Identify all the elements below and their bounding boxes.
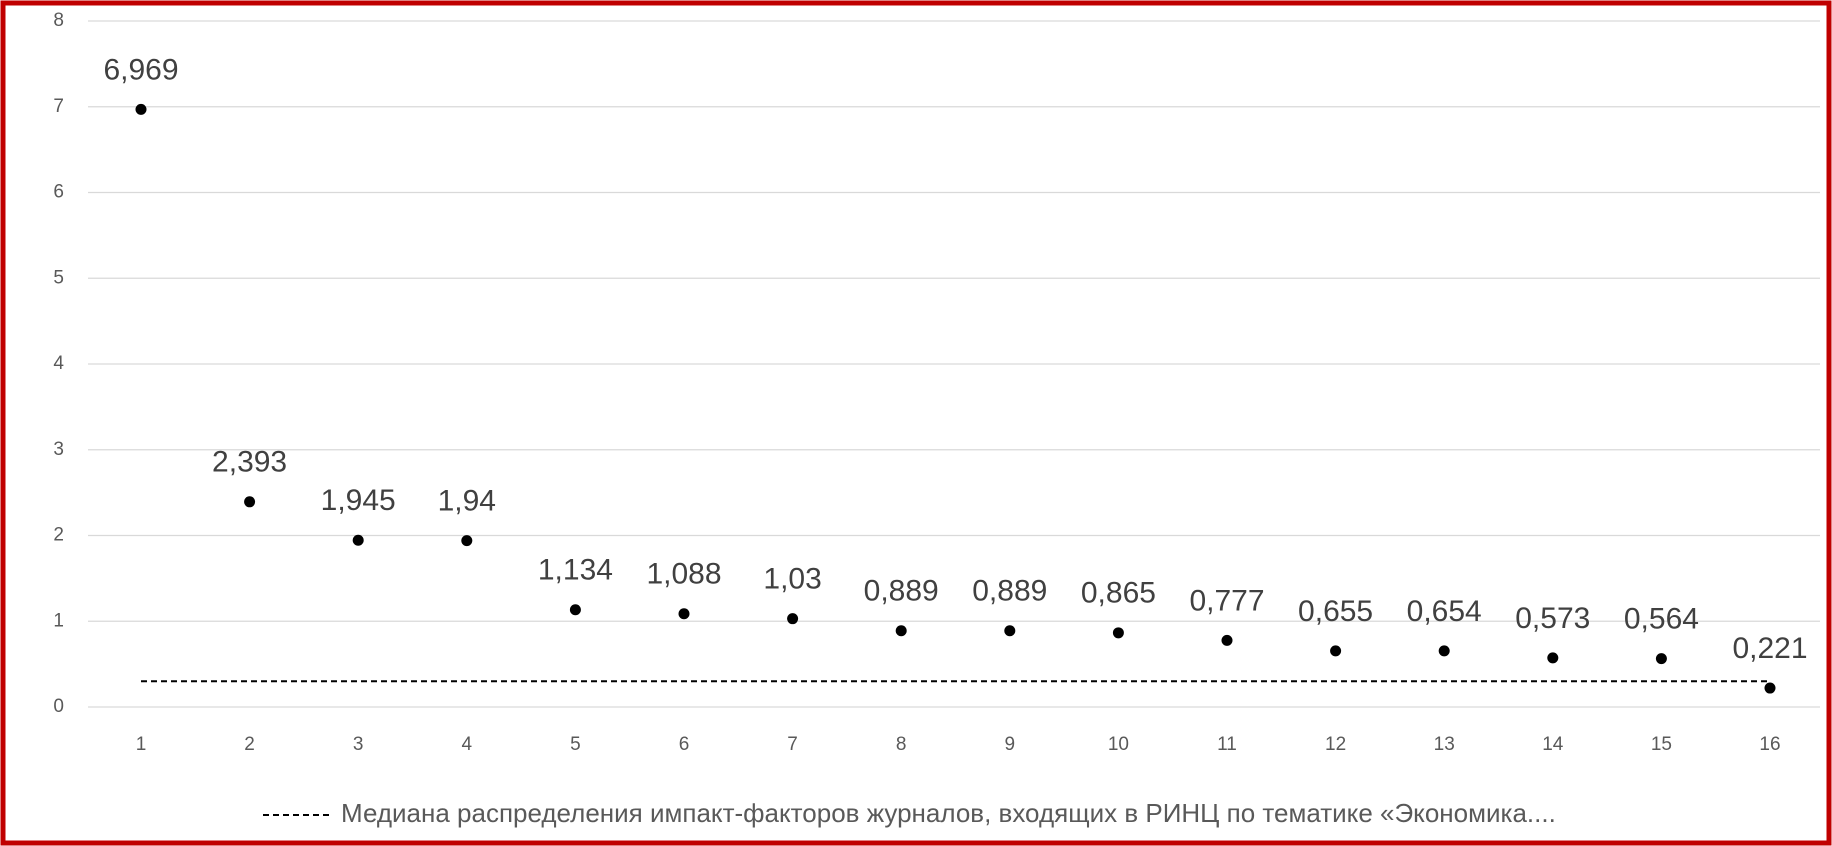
data-point [244, 496, 256, 508]
data-point [1221, 634, 1233, 646]
y-tick-label: 0 [53, 696, 64, 717]
x-tick-label: 5 [570, 734, 581, 755]
x-tick-label: 9 [1005, 734, 1016, 755]
x-tick-label: 13 [1434, 734, 1455, 755]
x-tick-label: 6 [679, 734, 690, 755]
y-tick-label: 5 [53, 267, 64, 288]
y-tick-label: 1 [53, 610, 64, 631]
x-tick-label: 4 [462, 734, 473, 755]
data-label: 1,088 [646, 558, 721, 591]
x-tick-label: 14 [1542, 734, 1564, 755]
x-tick-label: 7 [787, 734, 798, 755]
data-point [1655, 653, 1667, 665]
x-tick-label: 1 [136, 734, 147, 755]
x-tick-label: 2 [244, 734, 255, 755]
x-tick-label: 16 [1759, 734, 1780, 755]
data-point [352, 534, 364, 546]
legend-label: Медиана распределения импакт-факторов жу… [341, 798, 1556, 828]
data-point [1330, 645, 1342, 657]
data-label: 2,393 [212, 446, 287, 479]
x-tick-label: 15 [1651, 734, 1672, 755]
x-tick-label: 12 [1325, 734, 1346, 755]
y-tick-label: 2 [53, 525, 64, 546]
data-label: 0,655 [1298, 595, 1373, 628]
data-label: 0,573 [1515, 602, 1590, 635]
data-point [135, 103, 147, 115]
y-tick-label: 4 [53, 353, 64, 374]
x-tick-label: 11 [1217, 734, 1237, 755]
data-label: 0,777 [1189, 584, 1264, 617]
data-label: 1,94 [438, 485, 496, 518]
data-point [1004, 625, 1016, 637]
data-point [678, 608, 690, 620]
data-label: 0,889 [972, 575, 1047, 608]
data-point [461, 535, 473, 547]
data-label: 0,889 [864, 575, 939, 608]
y-tick-label: 3 [53, 439, 64, 460]
data-label: 0,221 [1732, 632, 1807, 665]
data-label: 0,865 [1081, 577, 1156, 610]
y-tick-label: 6 [53, 182, 64, 203]
x-tick-label: 10 [1108, 734, 1129, 755]
y-tick-label: 8 [53, 10, 64, 31]
data-point [787, 613, 799, 625]
data-label: 0,654 [1407, 595, 1482, 628]
x-tick-label: 8 [896, 734, 907, 755]
data-point [1438, 645, 1450, 657]
x-tick-label: 3 [353, 734, 364, 755]
data-label: 0,564 [1624, 603, 1699, 636]
y-tick-label: 7 [53, 96, 64, 117]
data-point [569, 604, 581, 616]
data-point [1764, 682, 1776, 694]
data-label: 6,969 [103, 53, 178, 86]
data-label: 1,03 [763, 563, 821, 596]
data-point [1547, 652, 1559, 664]
data-label: 1,134 [538, 554, 613, 587]
data-point [895, 625, 907, 637]
data-label: 1,945 [321, 484, 396, 517]
data-point [1112, 627, 1124, 639]
